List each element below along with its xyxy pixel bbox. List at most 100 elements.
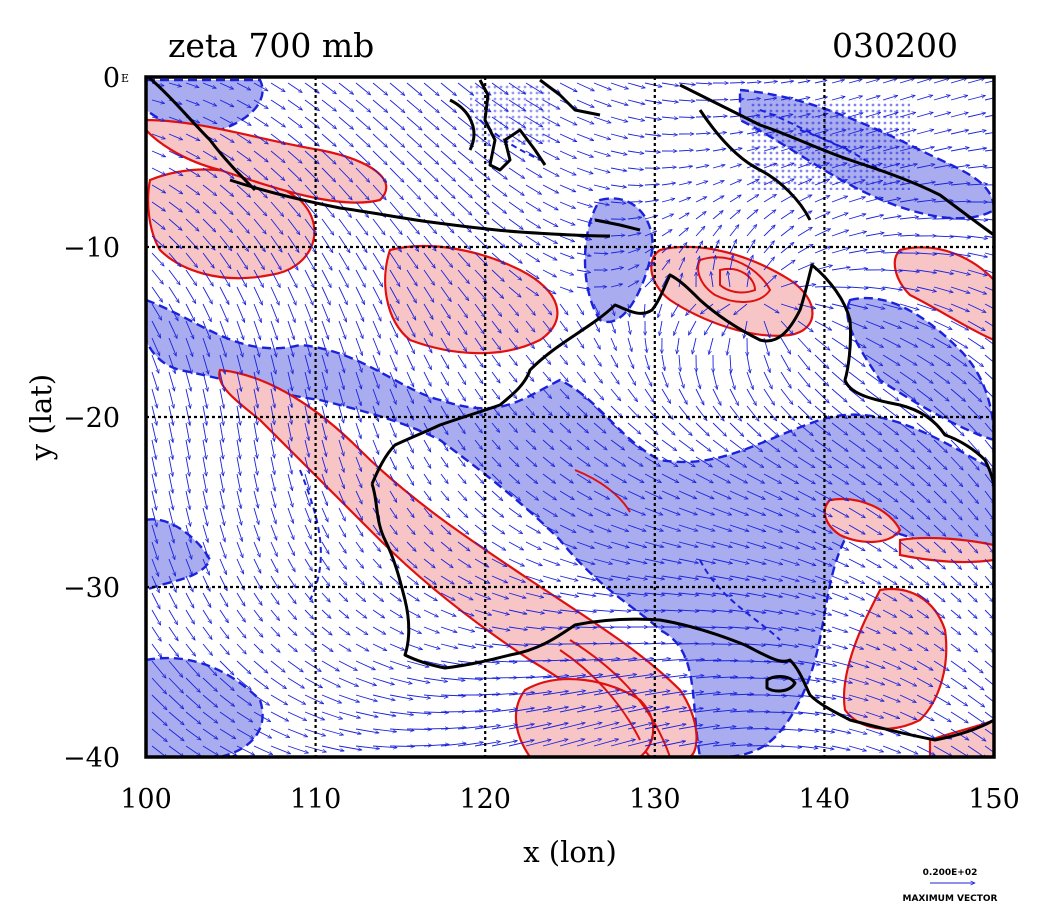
wind-vector [406,235,419,252]
wind-vector [508,184,524,196]
wind-vector [321,133,336,147]
wind-vector [440,116,456,130]
wind-vector [355,218,368,235]
wind-vector [542,235,558,244]
wind-vector [270,235,282,252]
wind-vector [848,197,866,203]
wind-vector [287,286,297,305]
wind-vector [253,150,268,162]
wind-vector [644,99,662,103]
wind-vector [644,200,659,202]
wind-vector [389,201,403,217]
wind-vector [865,180,883,186]
wind-vector [389,184,404,200]
wind-vector [882,129,899,135]
wind-vector [236,150,251,161]
wind-vector [338,303,348,322]
wind-vector [780,210,794,220]
wind-vector [525,133,543,144]
wind-vector [814,163,829,169]
wind-vector [440,218,454,233]
wind-vector [185,269,197,286]
wind-vector [202,184,217,196]
wind-vector [576,252,591,256]
wind-vector [355,252,366,270]
wind-vector [355,133,370,147]
wind-vector [882,198,901,203]
wind-vector [848,269,868,271]
wind-vector [593,201,609,205]
wind-vector [967,130,986,135]
wind-vector [423,116,439,130]
wind-vector [797,114,811,118]
wind-vector [967,235,988,239]
wind-vector [763,210,776,220]
wind-vector [746,148,759,152]
wind-vector [236,82,251,91]
wind-vector [236,99,251,109]
wind-vector [916,286,936,292]
wind-vector [661,117,678,119]
wind-vector [253,99,268,109]
wind-vector [253,320,261,340]
wind-vector [933,78,950,84]
wind-vector [882,146,899,152]
wind-vector [423,184,438,199]
wind-vector [797,178,812,186]
wind-vector [712,255,716,271]
wind-vector [389,167,404,182]
wind-vector [797,194,812,203]
wind-vector [542,184,559,194]
wind-vector [338,286,348,305]
wind-vector [933,147,952,152]
wind-vector [287,201,301,217]
wind-vector [882,181,900,186]
wind-vector [185,82,199,88]
wind-vector [559,201,576,209]
wind-vector [338,99,354,112]
wind-vector [678,644,699,645]
wind-vector [848,96,863,101]
wind-vector [831,230,849,237]
wind-vector [202,150,217,160]
wind-vector [695,226,705,237]
wind-vector [848,180,865,186]
y-tick-label: −20 [63,403,120,434]
wind-vector [967,269,987,276]
wind-vector [576,116,594,124]
wind-vector [185,252,198,268]
y-tick-label: −40 [63,743,120,774]
wind-vector [848,231,867,237]
wind-vector [355,99,371,112]
wind-vector [933,286,953,292]
wind-vector [916,200,936,203]
wind-vector [967,184,988,185]
wind-vector [712,165,725,169]
wind-vector [525,286,539,296]
wind-vector [236,218,249,233]
wind-vector [950,303,969,313]
wind-vector [287,150,302,163]
wind-vector [270,167,285,181]
wind-vector [270,99,285,109]
wind-vector [355,286,366,305]
wind-vector [168,320,178,339]
wind-vector [865,303,885,309]
wind-vector [287,184,301,199]
wind-vector [729,179,742,186]
wind-vector [576,133,594,141]
wind-vector [304,269,315,288]
wind-vector [712,225,722,237]
wind-vector [338,150,353,165]
wind-vector [746,195,759,203]
wind-vector [185,286,196,304]
wind-vector [440,252,453,268]
wind-vector [559,150,577,159]
wind-vector [304,201,318,217]
wind-vector [219,133,234,143]
wind-vector [253,133,268,144]
wind-vector [848,113,863,118]
wind-vector [627,264,639,271]
wind-vector [728,271,731,288]
wind-vector [151,320,162,338]
